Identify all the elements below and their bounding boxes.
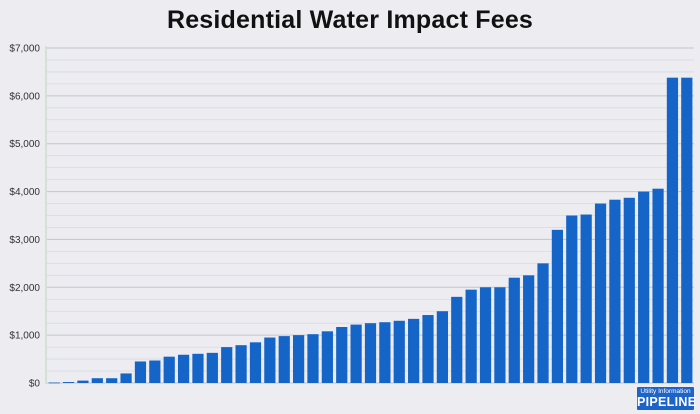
bar (120, 373, 132, 383)
bar (609, 199, 621, 383)
bar (235, 345, 247, 383)
bar (638, 191, 650, 383)
bar (681, 77, 693, 384)
bar (408, 318, 420, 383)
bar (393, 320, 405, 383)
bar (307, 334, 319, 383)
bars (48, 77, 693, 384)
bar (106, 378, 118, 383)
y-tick-label: $2,000 (9, 283, 40, 294)
bar (451, 296, 463, 383)
y-tick-label: $6,000 (9, 91, 40, 102)
chart-title: Residential Water Impact Fees (166, 6, 534, 34)
bar (206, 352, 218, 383)
bar (580, 214, 592, 383)
bar (479, 287, 492, 383)
bar (278, 336, 290, 383)
bar (221, 347, 233, 383)
bar (594, 203, 607, 383)
bar (91, 378, 103, 383)
bar (336, 327, 348, 383)
y-tick-label: $5,000 (9, 139, 40, 150)
y-axis-ticks: $0 $1,000 $2,000 $3,000 $4,000 $5,000 $6,000 $7… (9, 44, 40, 390)
bar (321, 331, 333, 383)
bar (264, 337, 276, 383)
bar (537, 263, 549, 383)
bar (666, 77, 679, 384)
pipeline-logo: Utility Information PIPELINE (637, 387, 697, 410)
y-tick-label: $4,000 (9, 187, 40, 198)
bar (508, 277, 520, 383)
bar (62, 382, 75, 383)
bar (134, 361, 147, 383)
bar (566, 215, 578, 383)
bar (163, 356, 175, 383)
bar (465, 289, 477, 383)
bar (350, 324, 362, 383)
logo-line1: Utility Information (640, 388, 691, 395)
bar (249, 342, 262, 383)
bar (523, 275, 535, 383)
bar (436, 311, 448, 383)
bar (293, 335, 305, 383)
logo-line2: PIPELINE (637, 394, 697, 409)
bar (379, 322, 391, 383)
bar (652, 188, 664, 383)
y-tick-label: $0 (29, 379, 41, 390)
bar (494, 287, 506, 383)
bar (364, 323, 377, 383)
bar (623, 197, 635, 383)
bar (192, 353, 204, 383)
bar (149, 360, 161, 383)
bar (422, 315, 434, 383)
y-tick-label: $7,000 (9, 44, 40, 55)
bar (48, 382, 60, 384)
y-tick-label: $1,000 (9, 331, 40, 342)
bar (177, 354, 190, 383)
bar (551, 229, 564, 383)
bar (77, 380, 89, 383)
y-tick-label: $3,000 (9, 235, 40, 246)
